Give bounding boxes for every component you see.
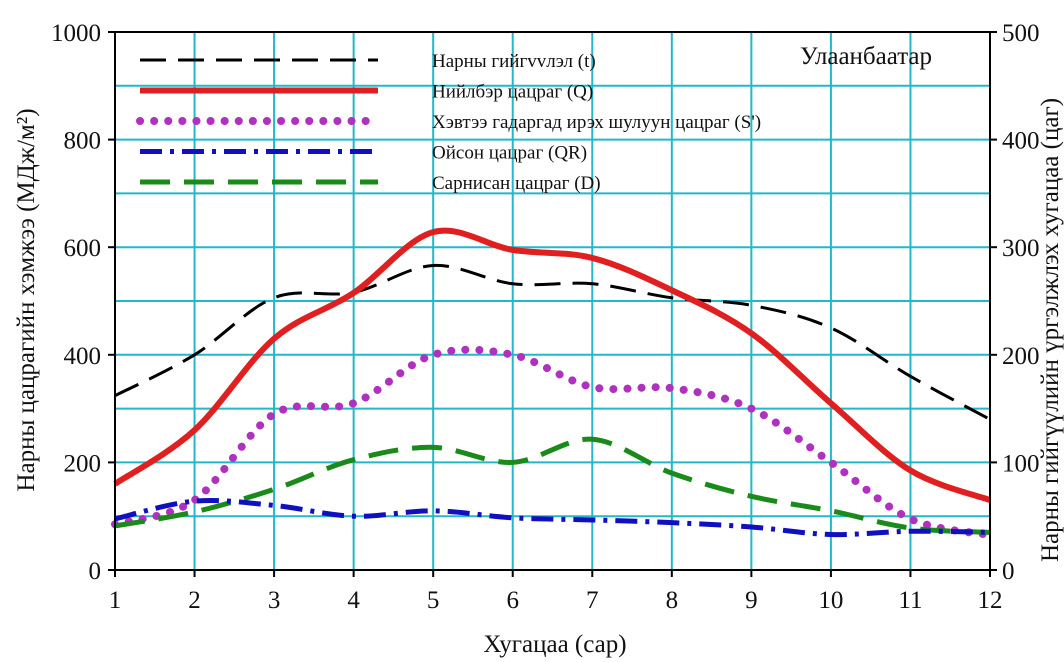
legend-label: Ойсон цацраг (QR) (432, 143, 587, 164)
grid (115, 32, 990, 570)
series-line-4 (114, 497, 991, 538)
y-tick-label: 200 (64, 450, 102, 477)
legend-label: Хэвтээ гадаргад ирэх шулуун цацраг (S') (432, 112, 761, 133)
legend-label: Сарнисан цацраг (D) (432, 173, 601, 194)
x-tick-label: 7 (586, 587, 599, 614)
x-axis-title: Хугацаа (сар) (483, 631, 626, 658)
series-line-2 (113, 227, 992, 503)
x-tick-label: 10 (818, 587, 843, 614)
x-tick-label: 1 (109, 587, 122, 614)
x-tick-label: 6 (506, 587, 519, 614)
x-tick-label: 8 (666, 587, 679, 614)
y-tick-label: 800 (64, 128, 102, 155)
y-tick-label: 0 (89, 558, 102, 585)
x-tick-label: 2 (188, 587, 201, 614)
y2-tick-label: 100 (1002, 450, 1040, 477)
ticks-layer: 1 2 3 4 5 6 7 8 9 10 11 120200400600800100001002003… (51, 20, 1040, 614)
legend: Нарны гийгvvлэл (t) Нийлбэр цацраг (Q) Хэв… (136, 51, 761, 194)
x-tick-label: 3 (268, 587, 281, 614)
y-tick-label: 1000 (51, 20, 101, 47)
series-layer (111, 227, 994, 540)
y-tick-label: 400 (64, 343, 102, 370)
x-tick-label: 9 (745, 587, 758, 614)
plot-frame (114, 31, 991, 571)
y2-tick-label: 300 (1002, 235, 1040, 262)
y2-tick-label: 200 (1002, 343, 1040, 370)
x-tick-label: 5 (427, 587, 440, 614)
y-tick-label: 600 (64, 235, 102, 262)
y2-tick-label: 500 (1002, 20, 1040, 47)
x-tick-label: 12 (978, 587, 1003, 614)
legend-label: Нарны гийгvvлэл (t) (432, 51, 596, 72)
y2-tick-label: 0 (1002, 558, 1015, 585)
legend-label: Нийлбэр цацраг (Q) (432, 82, 593, 103)
x-tick-label: 4 (347, 587, 360, 614)
y2-axis-title: Нарны гийгүүлийн үргэлжлэх хугацаа (цаг) (1037, 98, 1064, 562)
y-axis-title: Нарны цацрагийн хэмжээ (МДж/м²) (13, 108, 40, 491)
y2-tick-label: 400 (1002, 128, 1040, 155)
series-line-1 (114, 263, 991, 421)
x-tick-label: 11 (898, 587, 922, 614)
series-line-3 (111, 345, 994, 540)
series-line-5 (114, 436, 991, 535)
location-annotation: Улаанбаатар (800, 43, 932, 70)
